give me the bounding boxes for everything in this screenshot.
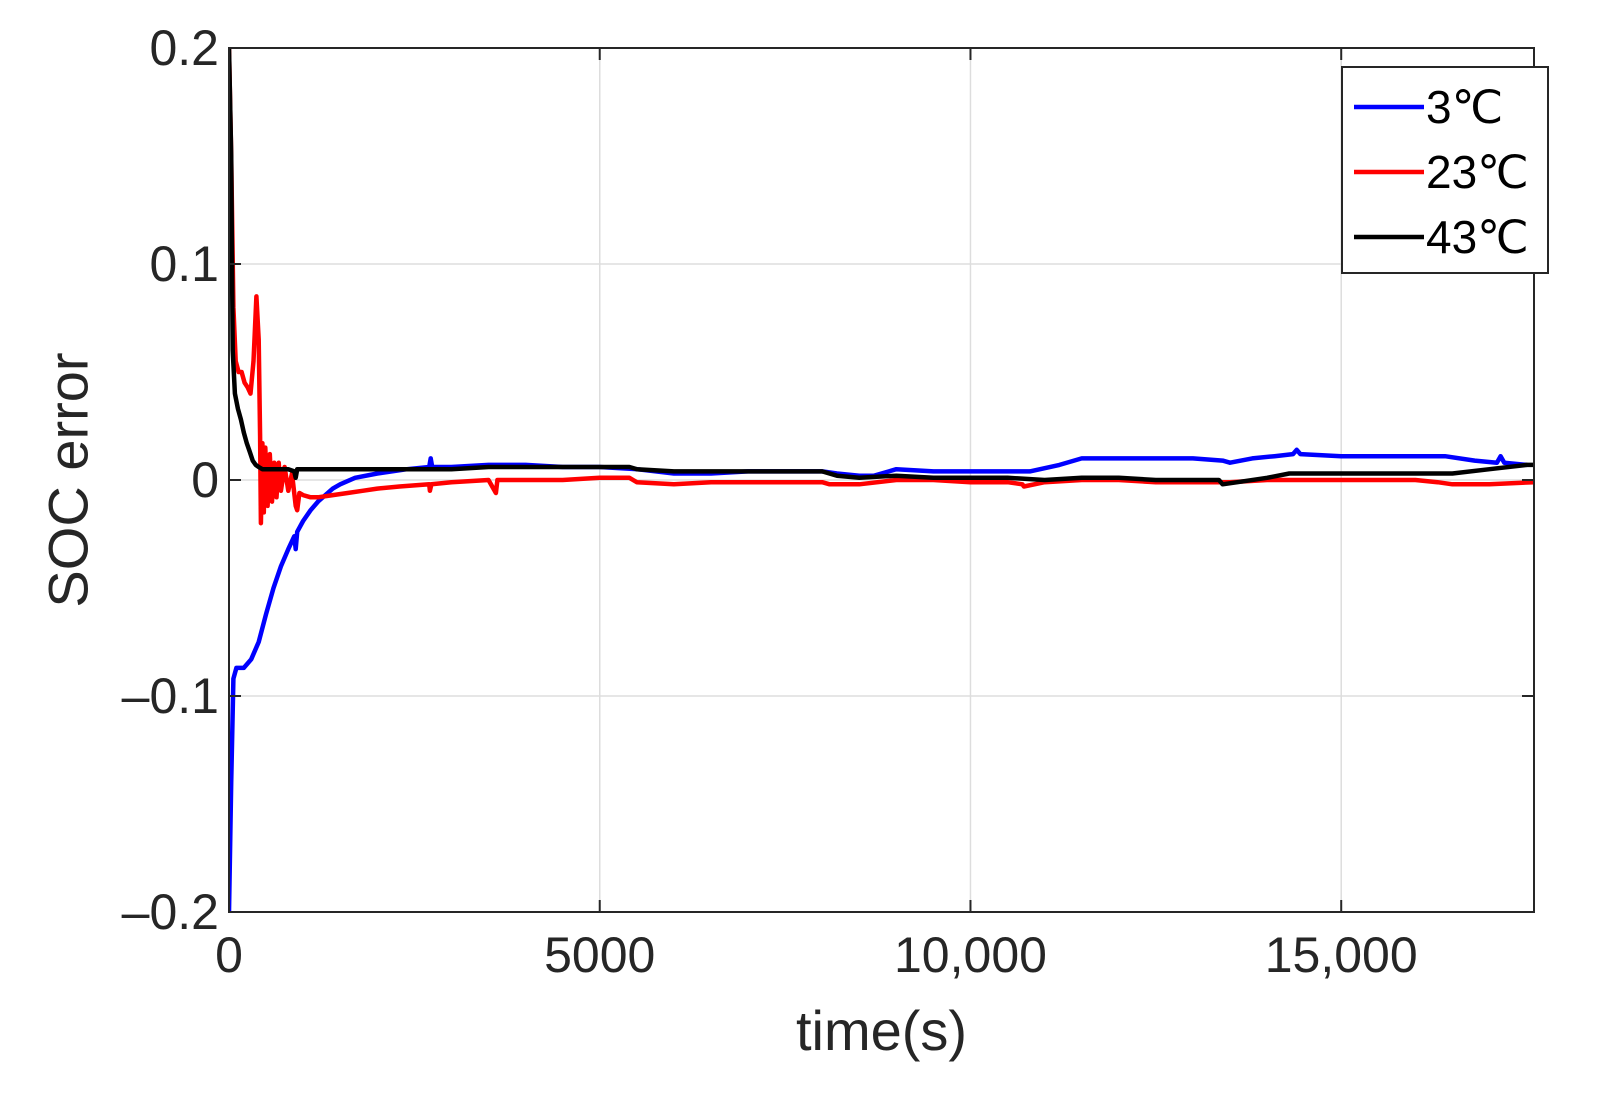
legend-label-2: 43℃ <box>1426 211 1529 263</box>
legend-label-1: 23℃ <box>1426 146 1529 198</box>
axis-ticks <box>228 47 1534 913</box>
x-tick-label-0: 0 <box>215 927 243 983</box>
series-layer <box>229 48 1534 912</box>
y-tick-label-0: 0.2 <box>149 20 219 76</box>
y-tick-label-1: 0.1 <box>149 236 219 292</box>
x-tick-label-1: 5000 <box>544 927 655 983</box>
x-tick-label-2: 10,000 <box>894 927 1047 983</box>
y-tick-label-4: –0.2 <box>122 884 219 940</box>
y-tick-label-3: –0.1 <box>122 668 219 724</box>
y-axis-label: SOC error <box>37 352 100 607</box>
x-axis-label: time(s) <box>796 999 967 1062</box>
legend-label-0: 3℃ <box>1426 81 1503 133</box>
legend: 3℃ 23℃ 43℃ <box>1341 66 1549 274</box>
series-line-2 <box>229 48 1534 487</box>
y-axis-tick-labels: 0.2 0.1 0 –0.1 –0.2 <box>122 20 219 940</box>
x-tick-label-3: 15,000 <box>1265 927 1418 983</box>
y-tick-label-2: 0 <box>191 452 219 508</box>
x-axis-tick-labels: 0 5000 10,000 15,000 <box>215 927 1418 983</box>
